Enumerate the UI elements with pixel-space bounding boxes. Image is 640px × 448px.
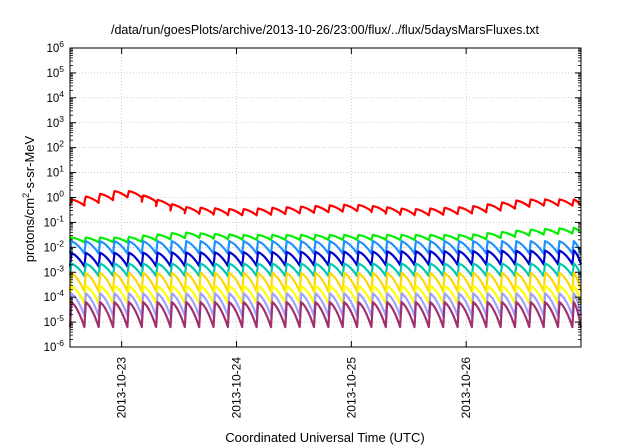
y-tick-label-sup: -4: [56, 288, 64, 298]
series-line-2: [68, 240, 583, 255]
y-tick-label-sup: 2: [59, 139, 64, 149]
y-tick-label-sup: 3: [59, 114, 64, 124]
y-axis-label: protons/cm2-s-sr-MeV: [21, 135, 37, 262]
y-tick-label-base: 10: [44, 217, 57, 229]
y-tick-label: 10-1: [44, 213, 65, 229]
y-tick-label-sup: -2: [56, 238, 64, 248]
y-tick-label-sup: 4: [59, 89, 64, 99]
x-axis: 2013-10-23 2013-10-24 2013-10-25 2013-10-26: [115, 48, 473, 418]
series-line-4: [68, 262, 583, 278]
y-tick-label-base: 10: [44, 267, 57, 279]
x-tick-label: 2013-10-23: [115, 357, 129, 419]
y-tick-label: 103: [46, 114, 64, 130]
y-tick-label-base: 10: [46, 143, 59, 155]
y-axis-label-sup: 2: [21, 193, 31, 198]
x-axis-label: Coordinated Universal Time (UTC): [225, 430, 424, 445]
y-tick-label: 106: [46, 39, 64, 55]
series-line-8: [68, 301, 583, 329]
y-tick-label-sup: -1: [56, 213, 64, 223]
y-tick-label-base: 10: [46, 68, 59, 80]
y-tick-label-base: 10: [46, 43, 59, 55]
y-tick-label-sup: 1: [59, 164, 64, 174]
x-tick-label: 2013-10-25: [344, 357, 358, 419]
y-tick-label-base: 10: [46, 168, 59, 180]
y-tick-label: 102: [46, 139, 64, 155]
y-tick-label: 10-2: [44, 238, 65, 254]
y-axis-label-rest: -s-sr-MeV: [22, 135, 37, 192]
series-line-0: [68, 190, 582, 217]
y-tick-label-sup: 6: [59, 39, 64, 49]
y-tick-label-base: 10: [46, 193, 59, 205]
y-tick-label-sup: 0: [59, 189, 64, 199]
y-tick-label-base: 10: [44, 242, 57, 254]
y-tick-label-sup: -3: [56, 263, 64, 273]
y-tick-label-base: 10: [46, 118, 59, 130]
y-axis: 10-610-510-410-310-210-11001011021031041…: [44, 39, 581, 354]
series-group: [68, 190, 583, 329]
y-tick-label-sup: -6: [56, 338, 64, 348]
y-tick-label: 100: [46, 189, 64, 205]
y-tick-label-base: 10: [44, 342, 57, 354]
y-tick-label-sup: -5: [56, 313, 64, 323]
y-tick-label-base: 10: [44, 317, 57, 329]
x-tick-label: 2013-10-24: [230, 357, 244, 419]
series-line-3: [68, 249, 583, 268]
y-axis-label-base: protons/cm: [22, 198, 37, 262]
y-tick-label: 104: [46, 89, 64, 105]
y-tick-label-sup: 5: [59, 64, 64, 74]
x-tick-label: 2013-10-26: [459, 357, 473, 419]
series-line-1: [68, 226, 582, 244]
y-tick-label: 10-5: [44, 313, 65, 329]
y-tick-label: 101: [46, 164, 64, 180]
y-tick-label-base: 10: [46, 93, 59, 105]
y-tick-label: 105: [46, 64, 64, 80]
chart-title: /data/run/goesPlots/archive/2013-10-26/2…: [111, 23, 540, 37]
y-tick-label: 10-4: [44, 288, 65, 304]
y-tick-label: 10-3: [44, 263, 65, 279]
y-tick-label-base: 10: [44, 292, 57, 304]
y-tick-label: 10-6: [44, 338, 65, 354]
